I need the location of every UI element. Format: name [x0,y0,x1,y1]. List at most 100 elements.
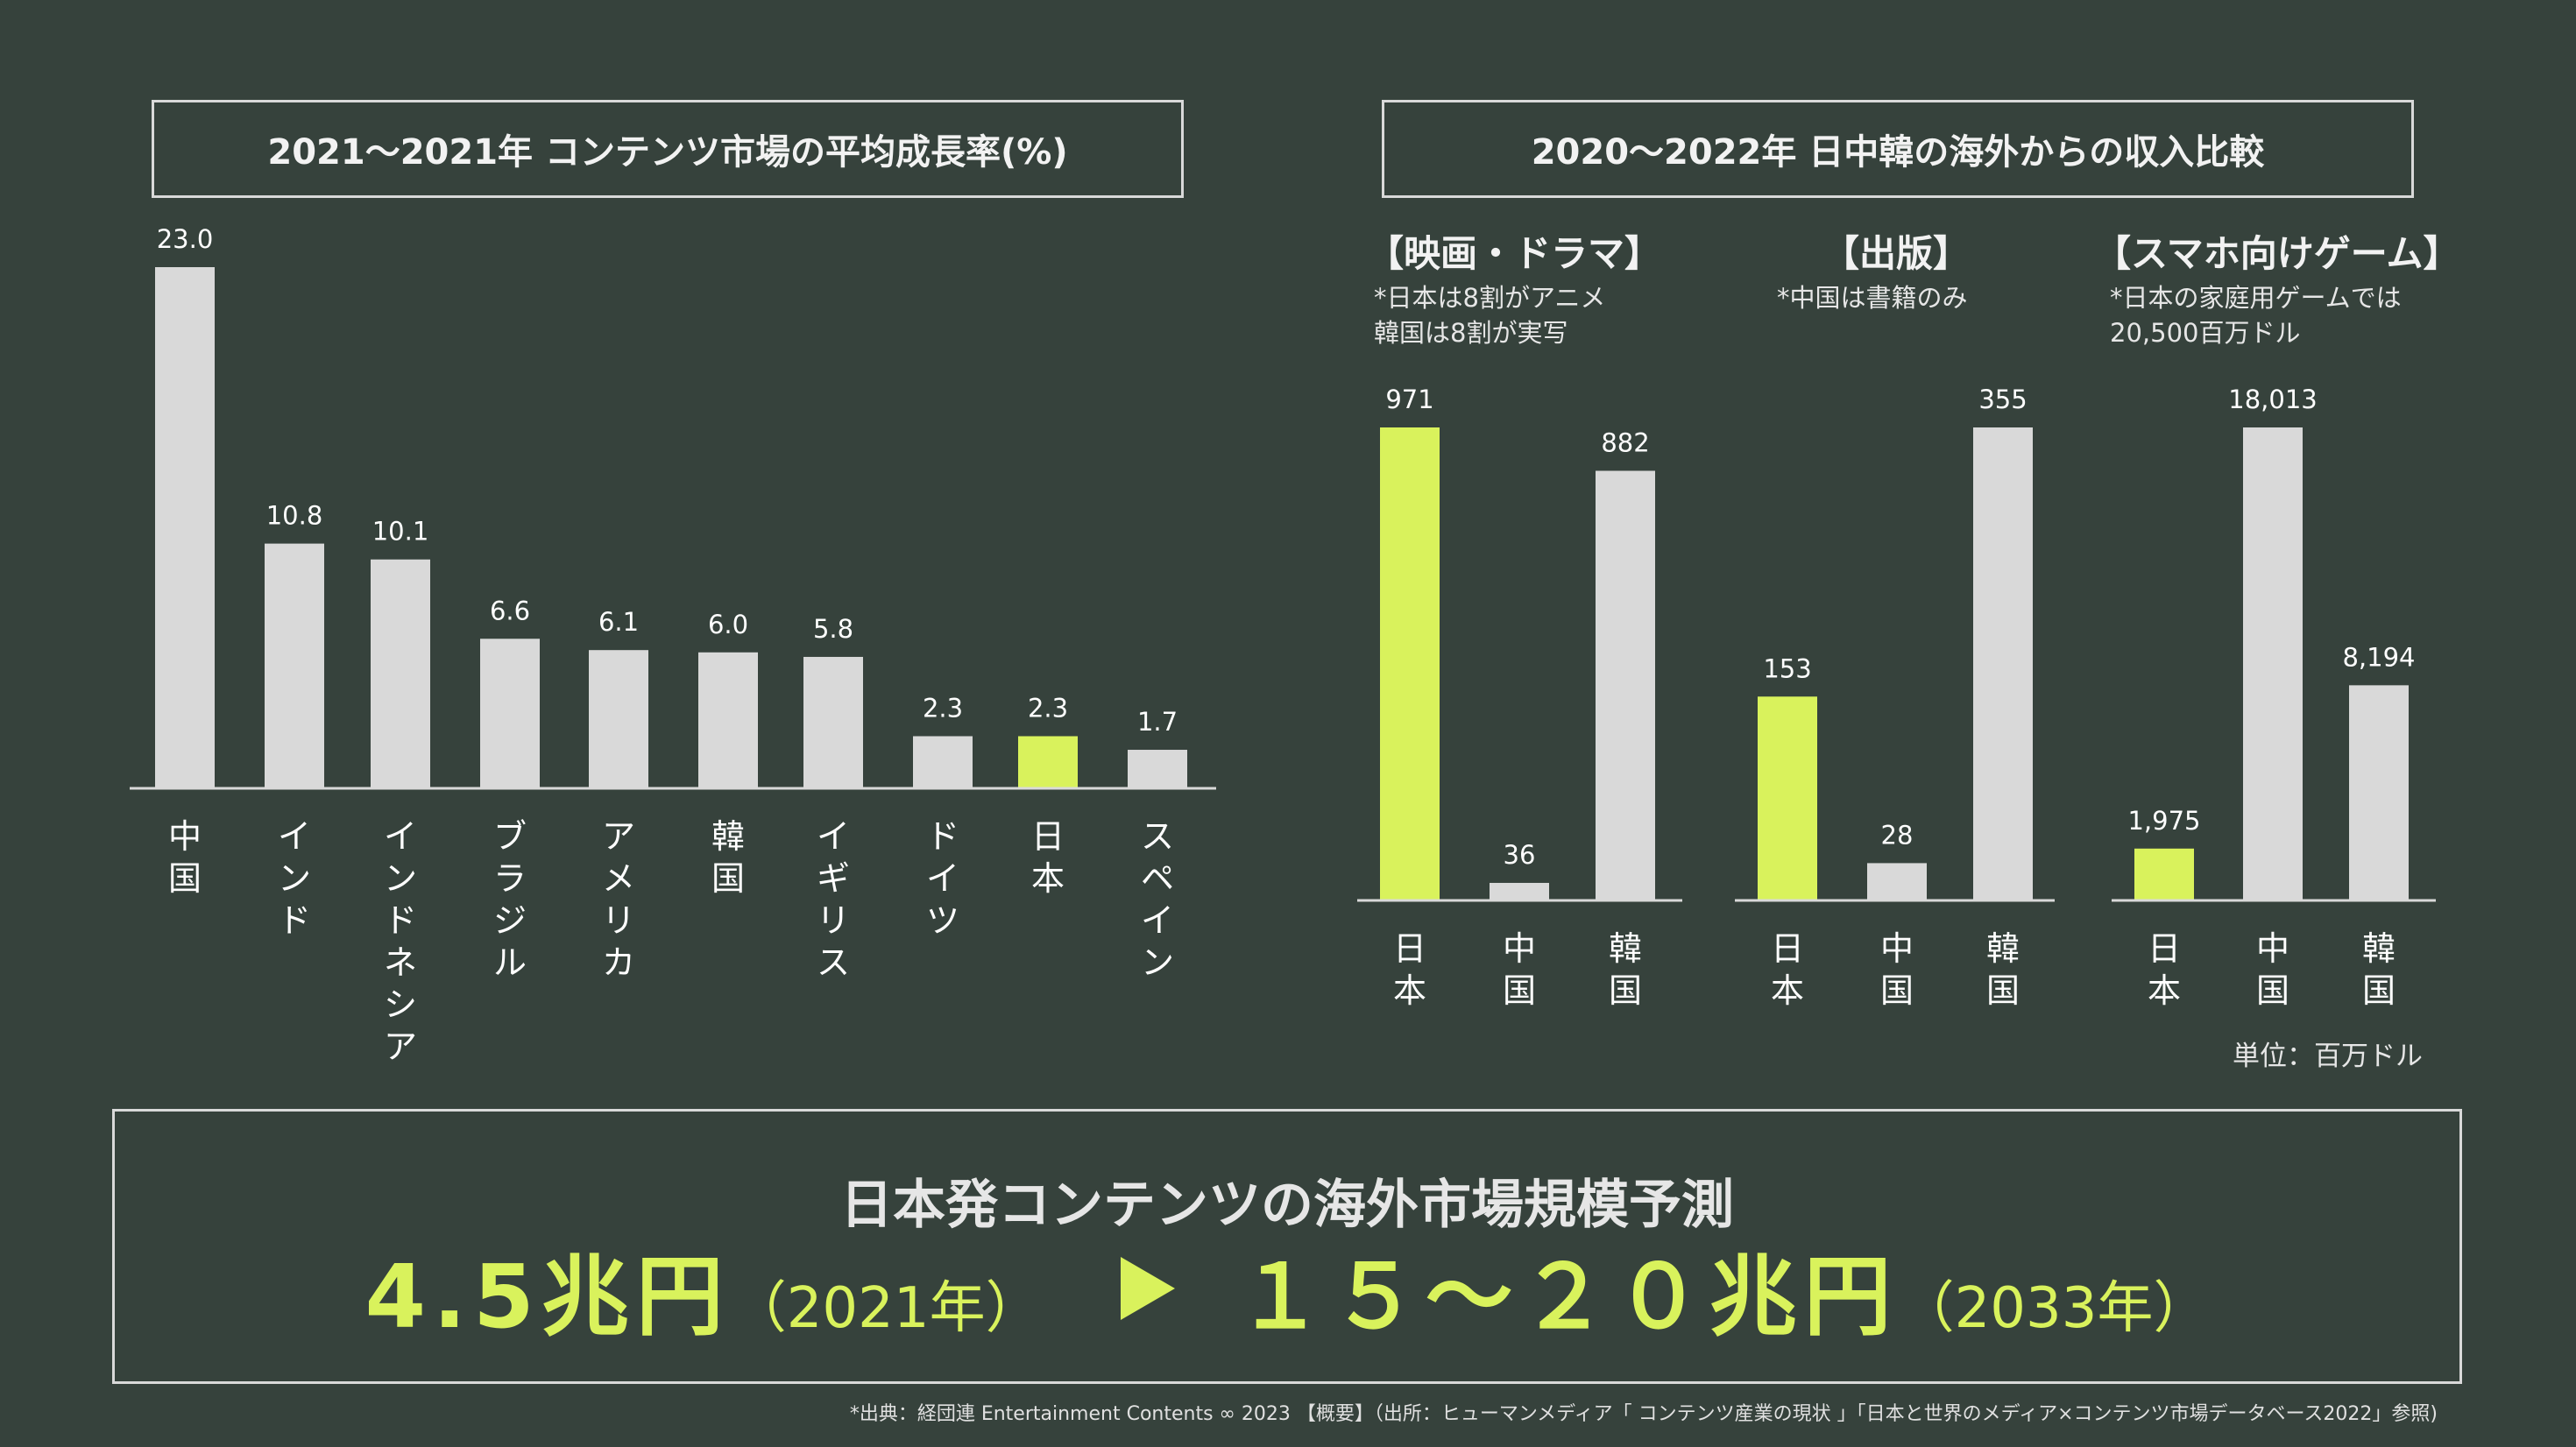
bar [589,650,648,788]
x-tick-label-char: ア [602,817,635,856]
x-tick-label-char: 韓 [2362,929,2396,968]
x-tick-label-char: ド [926,817,959,856]
forecast-box: 日本発コンテンツの海外市場規模予測 4.5兆円（2021年） １５〜２０兆円（20… [112,1109,2462,1384]
right-chart-title-box: 2020〜2022年 日中韓の海外からの収入比較 [1382,100,2414,198]
x-tick-label-char: 中 [1503,929,1536,968]
bar [1973,427,2033,900]
data-label: 36 [1504,840,1536,870]
source-note: *出典：経団連 Entertainment Contents ∞ 2023 【概… [849,1403,2438,1425]
group-title-mobile-games: 【スマホ向けゲーム】 [2094,232,2460,275]
x-tick-label-char: ス [817,943,850,982]
bar [2349,685,2409,900]
data-label: 6.6 [490,596,530,625]
x-tick-label-char: メ [602,859,635,898]
bar [803,656,863,788]
growth-rate-bar-chart: 23.0中国10.8インド10.1インドネシア6.6ブラジル6.1アメリカ6.0… [130,224,1216,1066]
data-label: 5.8 [813,614,853,644]
x-tick-label-char: 国 [1503,971,1536,1010]
bar [1867,863,1927,900]
left-chart-title-box: 2021〜2021年 コンテンツ市場の平均成長率(%) [152,100,1184,198]
data-label: 23.0 [157,224,214,254]
x-tick-label-char: 中 [1880,929,1914,968]
x-tick-label-char: 本 [2148,971,2181,1010]
x-tick-label-char: 国 [1986,971,2020,1010]
x-tick-label-char: ネ [384,943,417,982]
data-label: 2.3 [923,694,963,724]
group-title-film-drama: 【映画・ドラマ】 [1367,232,1662,275]
bar [1018,736,1078,788]
bar [265,543,324,788]
x-tick-label-char: ペ [1141,859,1174,898]
x-tick-label-char: 国 [1880,971,1914,1010]
group-note-film-drama: *日本は8割がアニメ 韓国は8割が実写 [1374,283,1606,348]
x-tick-label-char: 国 [1609,971,1642,1010]
x-tick-label-char: イ [384,817,417,856]
data-label: 6.0 [708,610,748,639]
x-tick-label-char: 中 [2256,929,2289,968]
data-label: 18,013 [2228,385,2317,414]
group-note-publishing: *中国は書籍のみ [1777,283,1968,313]
x-tick-label-char: リ [602,901,635,940]
x-tick-label-char: ジ [493,901,527,940]
x-tick-label-char: ン [278,859,311,898]
x-tick-label-char: 本 [1031,859,1065,898]
x-tick-label-char: ア [384,1027,417,1066]
x-tick-label-char: イ [926,859,959,898]
forecast-title: 日本発コンテンツの海外市場規模予測 [840,1175,1734,1236]
bar [1758,696,1817,900]
bar [1490,882,1549,900]
x-tick-label-char: ン [384,859,417,898]
forecast-from-year: （2021年） [730,1276,1042,1341]
bar [371,559,430,788]
data-label: 882 [1601,427,1649,457]
forecast-to-year: （2033年） [1898,1276,2210,1341]
bar [1596,470,1655,900]
x-tick-label-char: ル [493,943,527,982]
x-tick-label-char: 本 [1771,971,1804,1010]
data-label: 8,194 [2342,642,2415,672]
bar [1380,427,1440,900]
left-chart-title: 2021〜2021年 コンテンツ市場の平均成長率(%) [267,132,1068,173]
x-tick-label-char: 中 [168,817,202,856]
x-tick-label-char: カ [602,943,635,982]
right-chart-title: 2020〜2022年 日中韓の海外からの収入比較 [1531,132,2265,173]
data-label: 10.1 [372,517,429,547]
bar [913,736,973,788]
data-label: 971 [1385,385,1433,414]
x-tick-label-char: 国 [2256,971,2289,1010]
x-tick-label-char: イ [817,817,850,856]
x-tick-label-char: ツ [926,901,959,940]
revenue-comparison-bar-chart: 971 日本 36 中国 882 韓国 153 日本 28 中国 355 韓国 1,975 日本 18,01… [1357,385,2436,1010]
data-label: 1,975 [2127,806,2200,836]
x-tick-label-char: 韓 [1986,929,2020,968]
x-tick-label-char: 韓 [711,817,745,856]
x-tick-label-char: 日 [1771,929,1804,968]
x-tick-label-char: ギ [817,859,850,898]
forecast-to-value: １５〜２０兆円 [1235,1246,1899,1348]
bar [155,267,215,788]
bar [2243,427,2303,900]
x-tick-label-char: ド [384,901,417,940]
data-label: 2.3 [1028,694,1068,724]
x-tick-label-char: 国 [168,859,202,898]
x-tick-label-char: 日 [1031,817,1065,856]
data-label: 6.1 [598,607,639,637]
x-tick-label-char: イ [278,817,311,856]
x-tick-label-char: シ [384,985,417,1024]
x-tick-label-char: 本 [1393,971,1426,1010]
data-label: 355 [1978,385,2027,414]
bar [1128,750,1187,788]
x-tick-label-char: 日 [1393,929,1426,968]
x-tick-label-char: ス [1141,817,1174,856]
x-tick-label-char: 日 [2148,929,2181,968]
x-tick-label-char: 韓 [1609,929,1642,968]
bar [2134,848,2194,900]
x-tick-label-char: 国 [2362,971,2396,1010]
x-tick-label-char: ン [1141,943,1174,982]
x-tick-label-char: イ [1141,901,1174,940]
unit-label: 単位：百万ドル [2233,1041,2423,1072]
bar [480,639,540,788]
data-label: 28 [1881,820,1914,850]
forecast-line: 4.5兆円（2021年） １５〜２０兆円（2033年） [115,1225,2459,1352]
x-tick-label-char: ブ [493,817,527,856]
